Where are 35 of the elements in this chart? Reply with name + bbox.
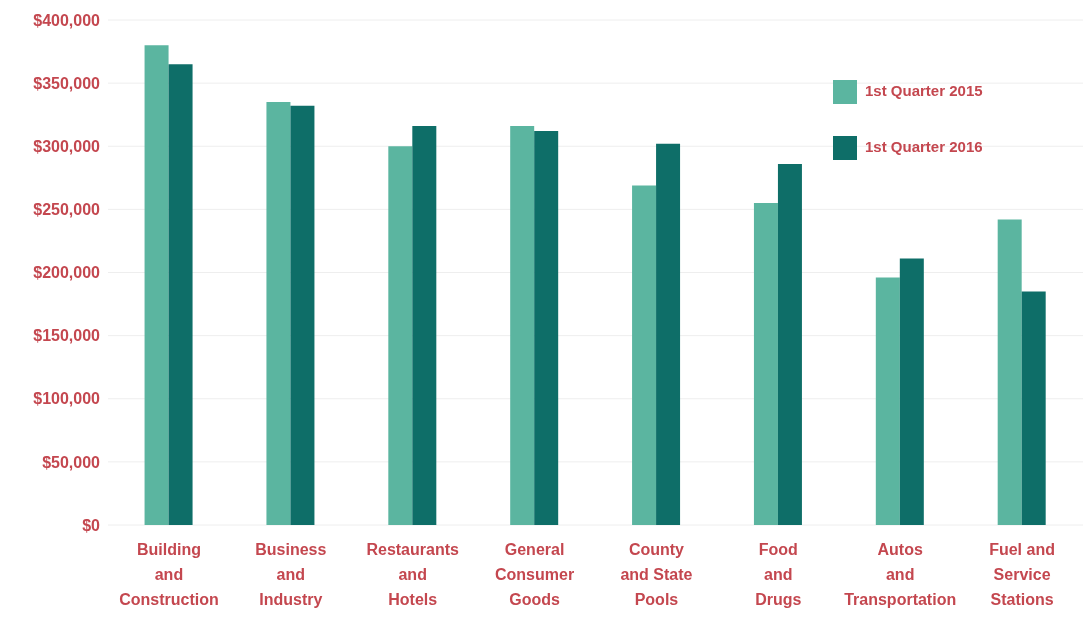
y-tick-label: $150,000 [33,327,101,345]
bar [412,126,437,525]
x-tick-label: Business and Industry [255,541,327,608]
x-tick-label: Restaurants and Hotels [366,541,460,608]
x-tick-label: County and State Pools [620,541,693,608]
bar [510,126,535,525]
bar [1021,291,1046,525]
bar [388,146,413,525]
x-tick-label: Building and Construction [119,541,219,608]
bar [290,105,315,525]
y-tick-label: $350,000 [33,74,101,92]
bar [632,185,657,525]
x-tick-label: Fuel and Service Stations [989,541,1055,608]
bar [899,258,924,525]
y-tick-label: $250,000 [33,201,101,219]
y-tick-label: $100,000 [33,390,101,408]
y-tick-label: $300,000 [33,137,101,155]
legend-label: 1st Quarter 2016 [865,138,983,155]
bar [997,219,1022,525]
bar [144,45,169,525]
bar [777,163,802,525]
bar [656,143,681,525]
bar [875,277,900,525]
x-tick-label: General Consumer Goods [495,541,575,608]
bar [266,102,291,525]
bar [168,64,193,525]
y-tick-label: $0 [82,516,101,534]
bar [753,203,778,525]
y-tick-label: $400,000 [33,11,101,29]
x-tick-label: Food and Drugs [755,541,802,608]
bar [534,131,559,525]
y-tick-label: $50,000 [42,453,101,471]
legend-label: 1st Quarter 2015 [865,82,983,99]
y-tick-label: $200,000 [33,264,101,282]
x-tick-label: Autos and Transportation [844,541,957,608]
